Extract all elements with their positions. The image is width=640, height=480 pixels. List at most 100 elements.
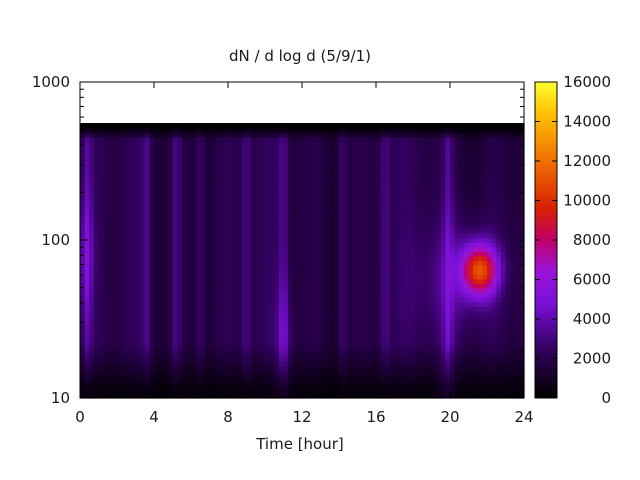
- heatmap-cell: [362, 150, 368, 156]
- heatmap-cell: [112, 384, 118, 390]
- heatmap-cell: [172, 265, 178, 271]
- heatmap-cell: [251, 205, 257, 211]
- heatmap-cell: [260, 333, 266, 340]
- heatmap-cell: [204, 375, 211, 381]
- heatmap-cell: [140, 223, 146, 230]
- heatmap-cell: [297, 288, 303, 294]
- heatmap-cell: [117, 228, 123, 234]
- heatmap-cell: [158, 301, 164, 307]
- heatmap-cell: [158, 205, 164, 211]
- heatmap-cell: [403, 251, 409, 257]
- heatmap-cell: [283, 246, 289, 252]
- heatmap-cell: [103, 361, 109, 367]
- heatmap-cell: [334, 338, 340, 344]
- heatmap-cell: [422, 310, 428, 317]
- heatmap-cell: [292, 260, 298, 266]
- heatmap-cell: [103, 338, 109, 344]
- heatmap-cell: [84, 155, 90, 161]
- heatmap-cell: [450, 356, 456, 362]
- heatmap-cell: [352, 155, 359, 161]
- heatmap-cell: [181, 141, 187, 147]
- heatmap-cell: [112, 393, 118, 399]
- heatmap-cell: [112, 320, 118, 326]
- heatmap-cell: [117, 297, 123, 303]
- heatmap-cell: [228, 356, 234, 362]
- heatmap-cell: [191, 214, 197, 220]
- heatmap-cell: [292, 200, 298, 207]
- heatmap-cell: [311, 242, 317, 248]
- heatmap-cell: [140, 155, 146, 161]
- heatmap-cell: [348, 210, 354, 216]
- heatmap-cell: [107, 306, 113, 312]
- heatmap-cell: [255, 265, 261, 271]
- heatmap-cell: [440, 338, 446, 344]
- heatmap-cell: [352, 333, 359, 340]
- heatmap-cell: [241, 210, 248, 216]
- heatmap-cell: [352, 214, 359, 220]
- heatmap-cell: [195, 228, 201, 234]
- heatmap-cell: [107, 173, 113, 179]
- heatmap-cell: [445, 164, 451, 170]
- heatmap-cell: [454, 361, 460, 367]
- heatmap-cell: [80, 365, 86, 372]
- heatmap-cell: [163, 375, 169, 381]
- heatmap-cell: [297, 315, 303, 321]
- heatmap-cell: [325, 343, 331, 349]
- heatmap-cell: [195, 297, 201, 303]
- heatmap-cell: [394, 205, 400, 211]
- heatmap-cell: [343, 292, 349, 298]
- heatmap-cell: [459, 127, 465, 133]
- heatmap-cell: [389, 178, 396, 184]
- heatmap-cell: [186, 315, 192, 321]
- heatmap-cell: [214, 164, 220, 170]
- heatmap-cell: [422, 233, 428, 239]
- heatmap-cell: [450, 265, 456, 271]
- heatmap-cell: [265, 246, 271, 252]
- heatmap-cell: [251, 219, 257, 225]
- heatmap-cell: [385, 182, 391, 188]
- heatmap-cell: [214, 365, 220, 372]
- heatmap-cell: [380, 288, 386, 294]
- heatmap-cell: [223, 388, 229, 395]
- heatmap-cell: [260, 320, 266, 326]
- heatmap-cell: [380, 233, 386, 239]
- heatmap-cell: [191, 141, 197, 147]
- heatmap-cell: [352, 347, 359, 353]
- heatmap-cell: [334, 173, 340, 179]
- heatmap-cell: [130, 155, 137, 161]
- heatmap-cell: [172, 150, 178, 156]
- heatmap-cell: [191, 306, 197, 312]
- heatmap-cell: [274, 343, 280, 349]
- heatmap-cell: [167, 233, 174, 239]
- heatmap-cell: [260, 379, 266, 385]
- heatmap-cell: [149, 274, 155, 280]
- heatmap-cell: [246, 214, 252, 220]
- heatmap-cell: [140, 388, 146, 395]
- heatmap-cell: [107, 127, 113, 133]
- heatmap-cell: [228, 379, 234, 385]
- heatmap-cell: [177, 265, 183, 271]
- heatmap-cell: [334, 237, 340, 243]
- heatmap-cell: [255, 173, 261, 179]
- heatmap-cell: [426, 269, 433, 275]
- heatmap-cell: [371, 292, 377, 298]
- heatmap-cell: [352, 361, 359, 367]
- heatmap-cell: [154, 283, 160, 289]
- heatmap-cell: [107, 379, 113, 385]
- heatmap-cell: [315, 343, 322, 349]
- heatmap-cell: [172, 145, 178, 152]
- heatmap-cell: [246, 123, 252, 129]
- heatmap-cell: [362, 233, 368, 239]
- heatmap-cell: [357, 141, 363, 147]
- heatmap-cell: [454, 306, 460, 312]
- heatmap-cell: [436, 223, 442, 230]
- heatmap-cell: [366, 375, 372, 381]
- heatmap-cell: [209, 219, 215, 225]
- heatmap-cell: [172, 214, 178, 220]
- heatmap-cell: [126, 283, 132, 289]
- heatmap-cell: [380, 155, 386, 161]
- heatmap-cell: [283, 320, 289, 326]
- heatmap-cell: [403, 343, 409, 349]
- heatmap-cell: [450, 178, 456, 184]
- heatmap-cell: [339, 288, 345, 294]
